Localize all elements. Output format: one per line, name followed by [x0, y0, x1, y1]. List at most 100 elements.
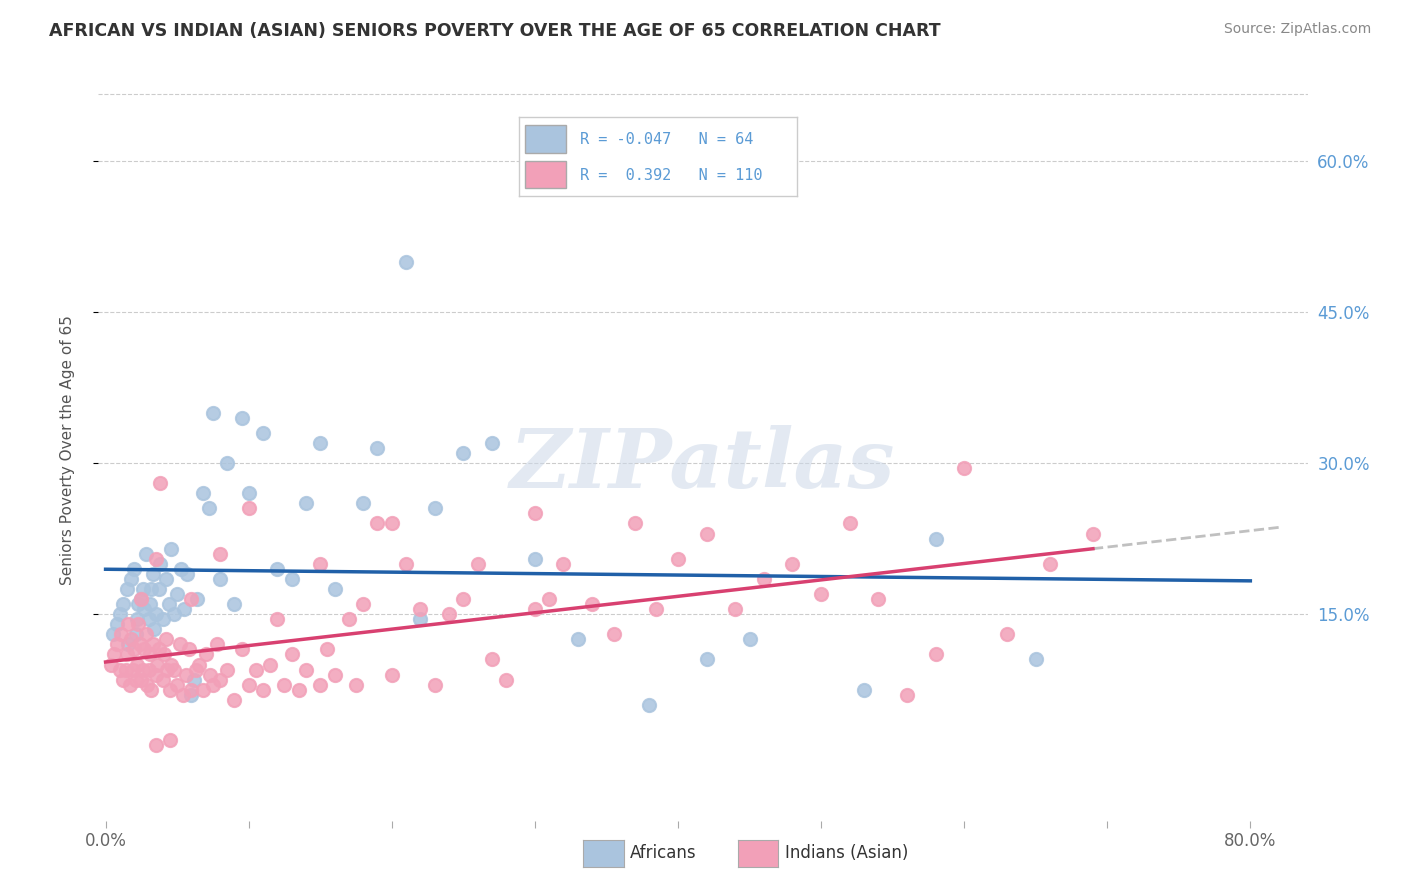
- Point: [103, 648, 125, 662]
- Point: [142, 566, 165, 581]
- Point: [266, 562, 288, 576]
- Point: [645, 602, 668, 616]
- Point: [141, 582, 163, 596]
- Point: [173, 602, 195, 616]
- Point: [696, 652, 718, 666]
- Point: [252, 425, 274, 440]
- Point: [337, 612, 360, 626]
- Text: Source: ZipAtlas.com: Source: ZipAtlas.com: [1223, 22, 1371, 37]
- Point: [114, 663, 136, 677]
- Point: [135, 547, 157, 561]
- Point: [924, 648, 946, 662]
- Point: [186, 592, 208, 607]
- Point: [280, 572, 302, 586]
- Point: [194, 648, 217, 662]
- Point: [224, 597, 246, 611]
- Point: [100, 657, 122, 672]
- Text: R =  0.392   N = 110: R = 0.392 N = 110: [581, 168, 762, 183]
- Point: [352, 496, 374, 510]
- Point: [995, 627, 1018, 641]
- Point: [160, 541, 183, 556]
- Point: [134, 642, 156, 657]
- Point: [287, 682, 309, 697]
- Point: [602, 627, 624, 641]
- Point: [134, 602, 156, 616]
- Point: [187, 657, 209, 672]
- Point: [142, 637, 165, 651]
- Point: [138, 663, 160, 677]
- Point: [180, 688, 202, 702]
- Point: [155, 632, 177, 647]
- Point: [166, 678, 188, 692]
- Point: [177, 642, 200, 657]
- Point: [1025, 652, 1047, 666]
- Point: [117, 617, 139, 632]
- Point: [224, 692, 246, 706]
- Point: [205, 637, 228, 651]
- Point: [567, 632, 589, 647]
- Point: [111, 673, 134, 687]
- Point: [180, 682, 202, 697]
- Point: [323, 582, 346, 596]
- Point: [155, 572, 177, 586]
- Point: [145, 551, 167, 566]
- Point: [896, 688, 918, 702]
- Point: [523, 507, 546, 521]
- Point: [838, 516, 860, 531]
- Point: [201, 678, 224, 692]
- Point: [108, 663, 131, 677]
- Point: [131, 592, 153, 607]
- Point: [309, 436, 332, 450]
- Point: [124, 627, 146, 641]
- Point: [122, 642, 145, 657]
- Text: Indians (Asian): Indians (Asian): [785, 844, 908, 862]
- Point: [724, 602, 747, 616]
- Point: [118, 678, 141, 692]
- Point: [127, 617, 149, 632]
- Point: [191, 682, 214, 697]
- Point: [553, 557, 575, 571]
- Point: [323, 667, 346, 681]
- Point: [152, 612, 174, 626]
- Point: [129, 637, 152, 651]
- Point: [148, 582, 170, 596]
- Point: [139, 648, 162, 662]
- Point: [481, 652, 503, 666]
- Point: [153, 648, 176, 662]
- Point: [231, 642, 253, 657]
- Point: [295, 496, 318, 510]
- Point: [381, 667, 404, 681]
- Point: [115, 582, 138, 596]
- Point: [852, 682, 875, 697]
- Point: [309, 557, 332, 571]
- Point: [409, 612, 432, 626]
- Point: [180, 592, 202, 607]
- Point: [273, 678, 295, 692]
- Point: [453, 592, 475, 607]
- Point: [105, 617, 128, 632]
- Point: [169, 637, 191, 651]
- Point: [231, 410, 253, 425]
- Point: [145, 667, 167, 681]
- Point: [238, 678, 260, 692]
- Text: R = -0.047   N = 64: R = -0.047 N = 64: [581, 132, 754, 147]
- Point: [295, 663, 318, 677]
- Point: [166, 587, 188, 601]
- Point: [145, 738, 167, 752]
- Point: [125, 657, 148, 672]
- Point: [121, 663, 143, 677]
- Point: [453, 446, 475, 460]
- Point: [170, 562, 193, 576]
- Point: [136, 678, 159, 692]
- Point: [131, 592, 153, 607]
- Point: [366, 516, 388, 531]
- Point: [143, 622, 166, 636]
- Y-axis label: Seniors Poverty Over the Age of 65: Seniors Poverty Over the Age of 65: [60, 316, 75, 585]
- Point: [149, 557, 172, 571]
- Point: [101, 627, 124, 641]
- Point: [138, 612, 160, 626]
- Point: [160, 657, 183, 672]
- Point: [217, 456, 239, 470]
- Point: [125, 612, 148, 626]
- Point: [245, 663, 267, 677]
